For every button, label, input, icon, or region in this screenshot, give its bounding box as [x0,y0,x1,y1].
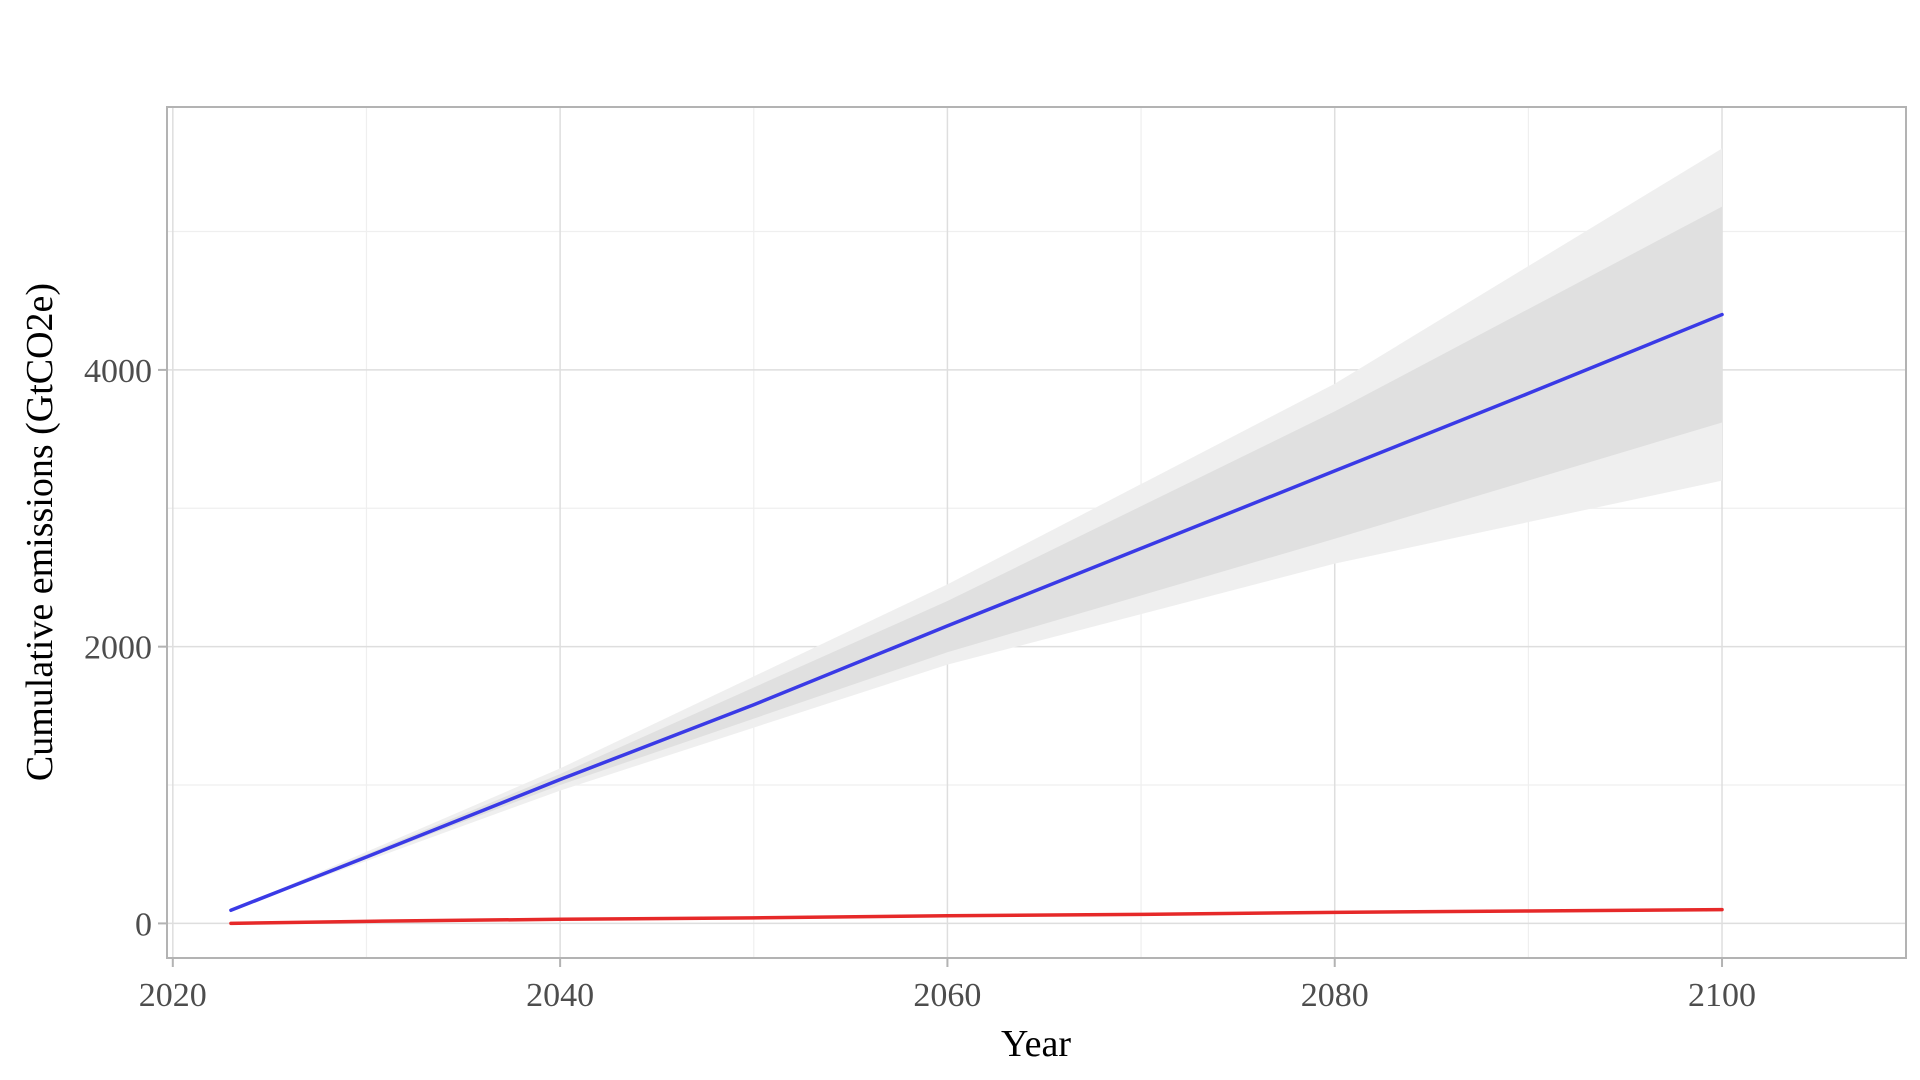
y-tick-label: 4000 [84,353,152,390]
x-tick-label: 2060 [913,977,981,1014]
y-axis-title: Cumulative emissions (GtCO2e) [19,283,61,781]
x-tick-label: 2080 [1301,977,1369,1014]
x-tick-label: 2040 [526,977,594,1014]
series-layer [229,312,1724,926]
x-tick-label: 2020 [139,977,207,1014]
series-line-1 [229,312,1724,913]
x-tick-label: 2100 [1688,977,1756,1014]
band-layer [230,148,1723,911]
plot-panel [166,106,1907,959]
y-tick-label: 2000 [84,630,152,667]
y-tick-label: 0 [135,906,152,943]
series-line-2 [229,907,1724,926]
tick-layer: 2020 2040 2060 2080 2100 0 2000 4000 [84,353,1756,1014]
uncertainty-band-outer [230,148,1723,911]
x-axis-title: Year [1001,1023,1071,1065]
